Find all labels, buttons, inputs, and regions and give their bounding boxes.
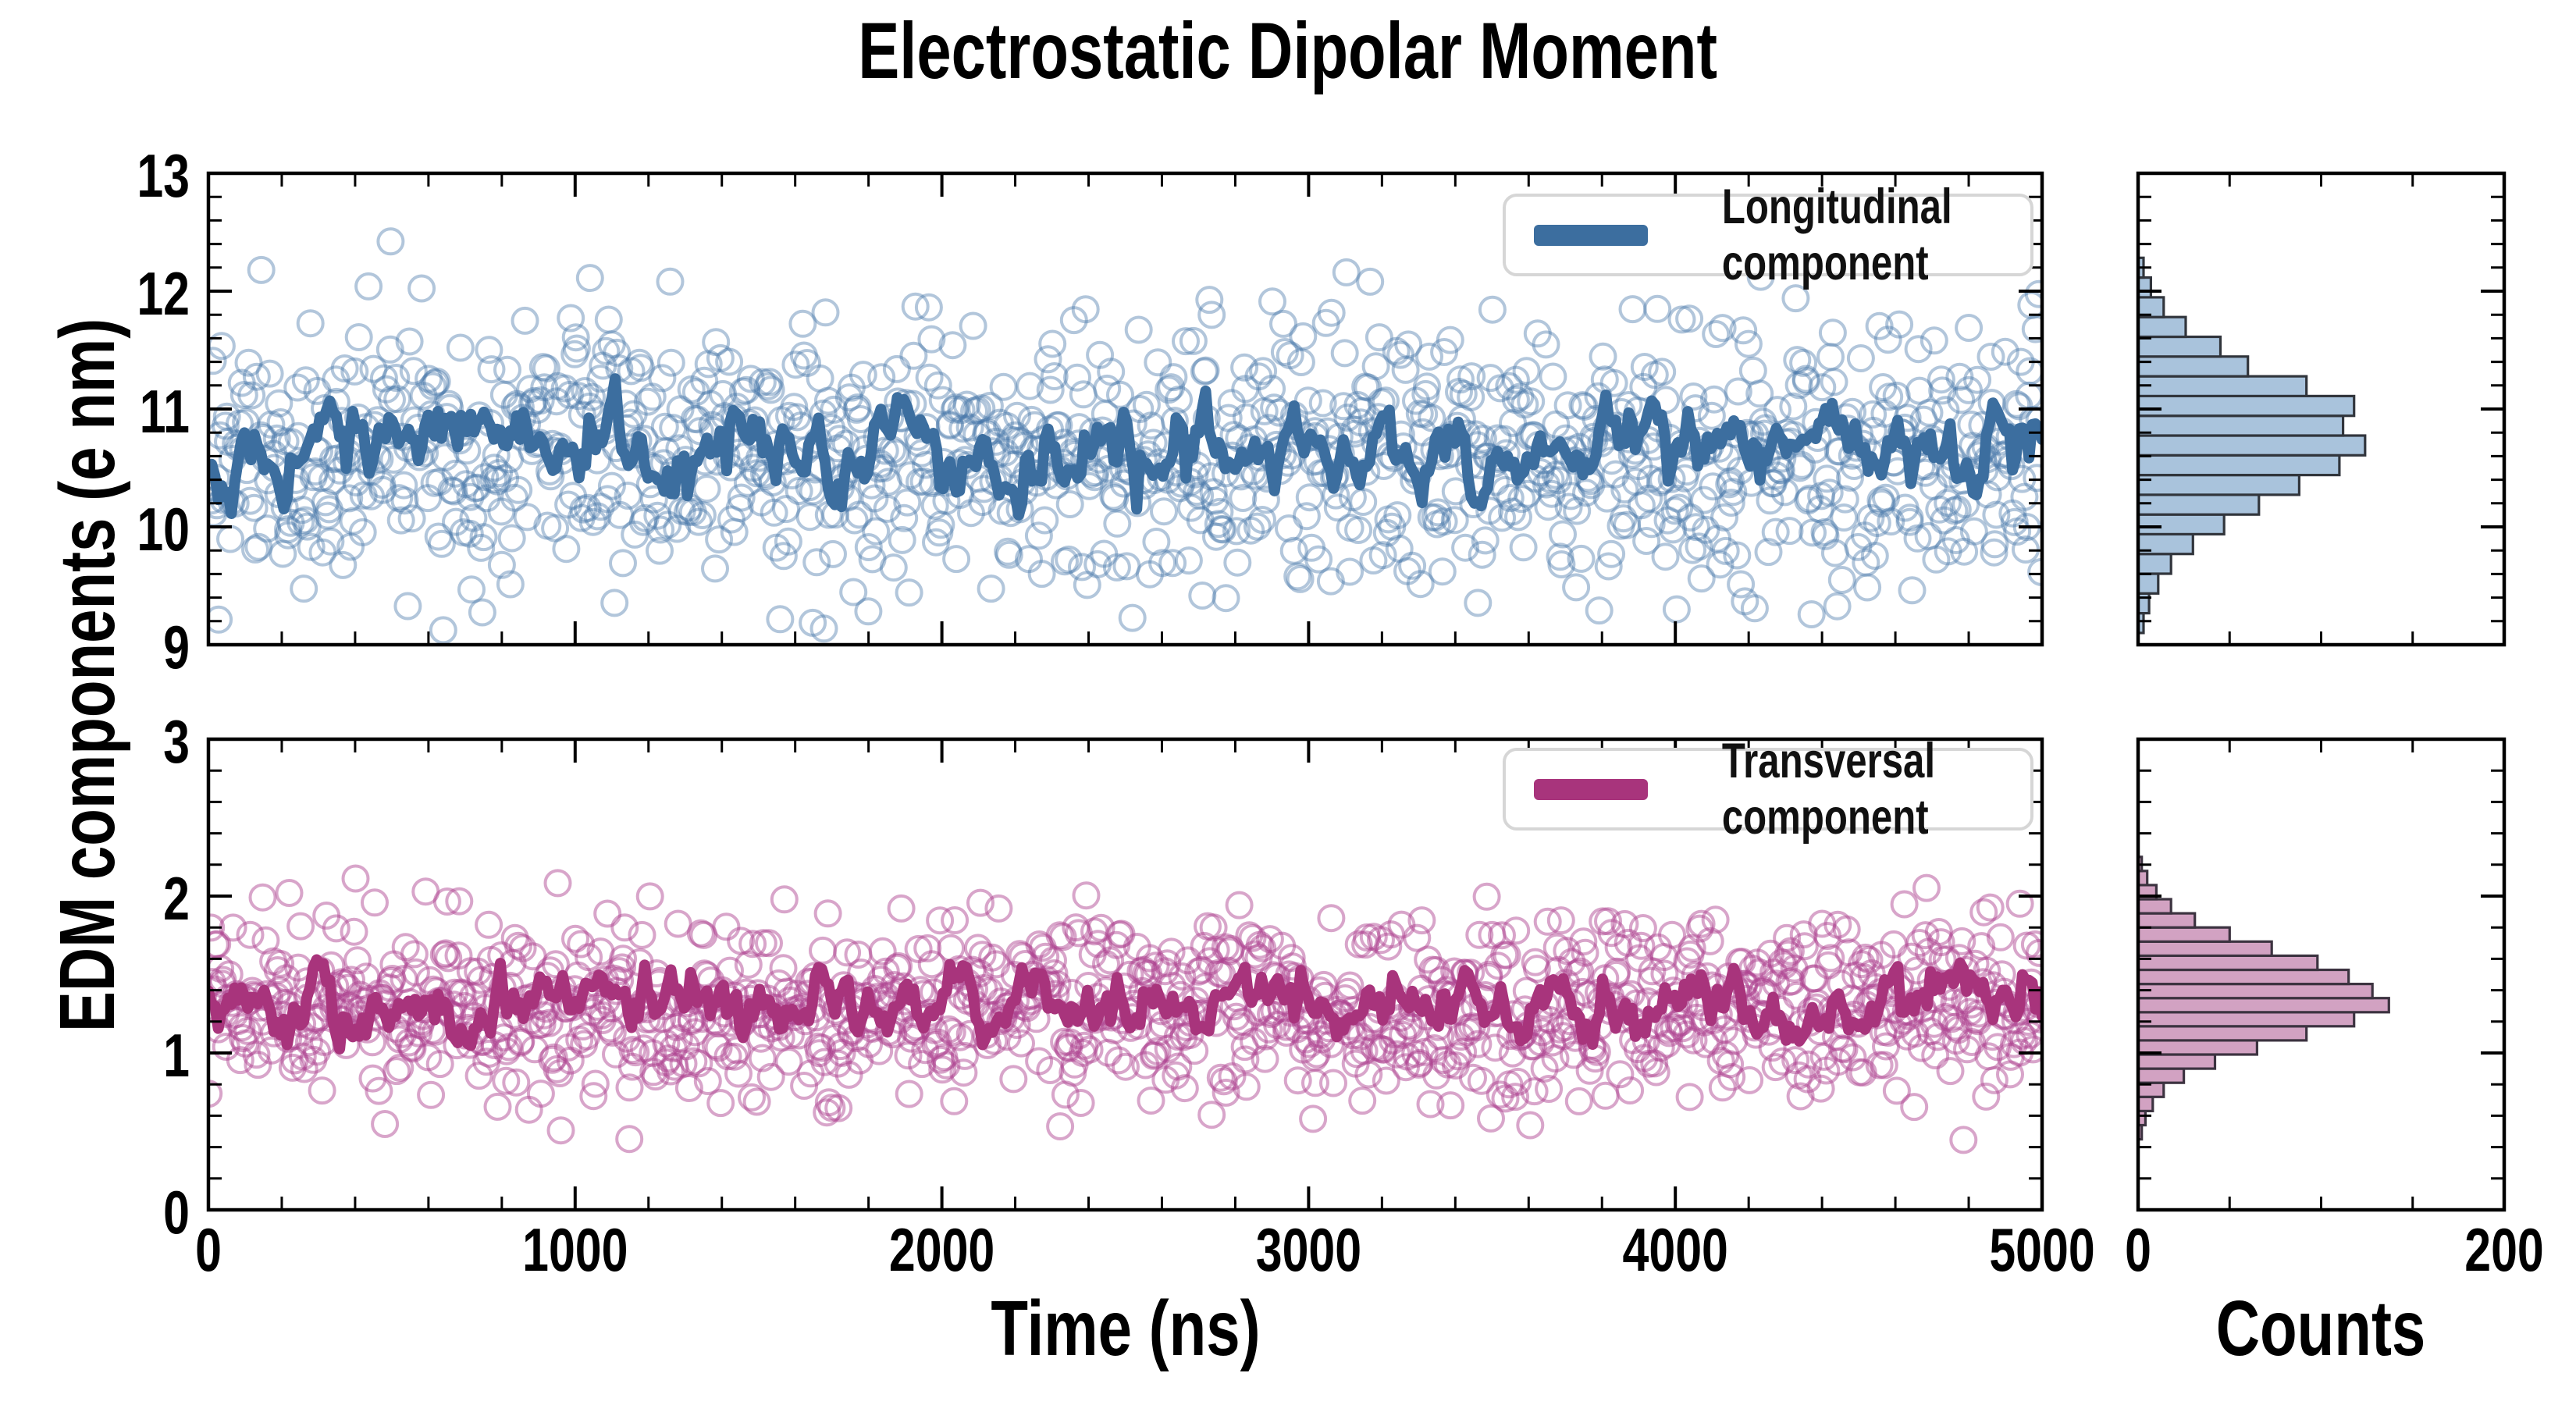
tick-label: 3 (163, 708, 190, 776)
legend-label-longitudinal: Longitudinal component (1721, 180, 1952, 290)
tick-label: 10 (137, 496, 190, 564)
y-axis-label: EDM components (e nm) (44, 218, 131, 1133)
tick-label: 0 (195, 1216, 222, 1284)
x-axis-label-counts: Counts (2186, 1289, 2455, 1368)
y-axis-label-text: EDM components (e nm) (44, 318, 131, 1033)
legend-transversal: Transversal component (1503, 734, 2033, 845)
tick-label: 0 (163, 1179, 190, 1247)
tick-label: 9 (163, 614, 190, 681)
longitudinal-mean-line (208, 373, 2042, 521)
tick-label: 11 (140, 378, 190, 446)
x-tick-labels: 0 1000 2000 3000 4000 5000 0 200 (195, 1216, 2544, 1284)
x-axis-label-time-text: Time (ns) (991, 1285, 1261, 1372)
x-axis-label-time: Time (ns) (953, 1289, 1299, 1368)
axes-frame-row-1 (206, 737, 2507, 1212)
tick-label: 1 (163, 1022, 190, 1090)
legend-swatch-longitudinal (1534, 224, 1648, 246)
y-tick-labels-row-1: 0 1 2 3 (163, 708, 190, 1247)
tick-label: 13 (137, 142, 190, 210)
tick-label: 1000 (522, 1216, 628, 1284)
transversal-histogram (2138, 855, 2390, 1141)
longitudinal-histogram (2138, 256, 2367, 635)
tick-label: 200 (2464, 1216, 2544, 1284)
legend-longitudinal: Longitudinal component (1503, 180, 2033, 290)
tick-label: 3000 (1256, 1216, 1361, 1284)
y-tick-labels-row-0: 9 10 11 12 13 (137, 142, 190, 681)
tick-label: 5000 (1989, 1216, 2094, 1284)
tick-label: 0 (2125, 1216, 2151, 1284)
tick-label: 2000 (889, 1216, 994, 1284)
chart-title: Electrostatic Dipolar Moment (0, 11, 2576, 91)
legend-swatch-transversal (1534, 778, 1648, 800)
tick-label: 4000 (1623, 1216, 1728, 1284)
tick-label: 2 (163, 865, 190, 933)
tick-label: 12 (137, 260, 190, 328)
x-axis-label-counts-text: Counts (2215, 1285, 2426, 1372)
chart-title-text: Electrostatic Dipolar Moment (858, 6, 1718, 95)
transversal-mean-line (208, 954, 2042, 1055)
axis-ticks-row-0 (207, 172, 2506, 646)
axes-frame-row-0 (206, 171, 2507, 647)
legend-label-transversal: Transversal component (1721, 734, 1936, 845)
